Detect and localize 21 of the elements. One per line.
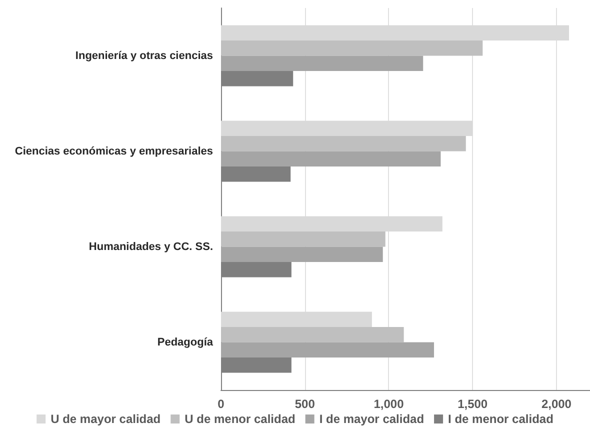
legend-label: I de menor calidad — [448, 412, 554, 426]
x-tick-label: 1,000 — [374, 397, 404, 411]
bar — [221, 231, 386, 247]
bar — [221, 151, 441, 167]
x-tick-label: 1,500 — [458, 397, 488, 411]
legend-label: I de mayor calidad — [319, 412, 424, 426]
y-tick-label: Humanidades y CC. SS. — [88, 240, 213, 253]
bar — [221, 342, 434, 358]
bar — [221, 246, 383, 262]
x-tick-label: 500 — [294, 397, 316, 411]
y-tick-label: Pedagogía — [157, 336, 214, 348]
y-tick-label: Ingeniería y otras ciencias — [75, 50, 213, 62]
bar — [221, 56, 424, 72]
bar — [221, 136, 466, 152]
legend-label: U de mayor calidad — [50, 412, 161, 426]
bar — [221, 326, 404, 342]
x-tick-label: 2,000 — [541, 397, 572, 411]
x-tick-label: 0 — [218, 397, 225, 411]
bar — [221, 40, 483, 56]
y-tick-label: Ciencias económicas y empresariales — [14, 145, 213, 158]
legend-label: U de menor calidad — [184, 412, 296, 426]
